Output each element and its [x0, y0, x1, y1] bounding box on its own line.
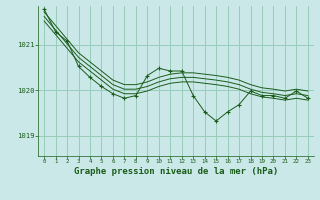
- X-axis label: Graphe pression niveau de la mer (hPa): Graphe pression niveau de la mer (hPa): [74, 167, 278, 176]
